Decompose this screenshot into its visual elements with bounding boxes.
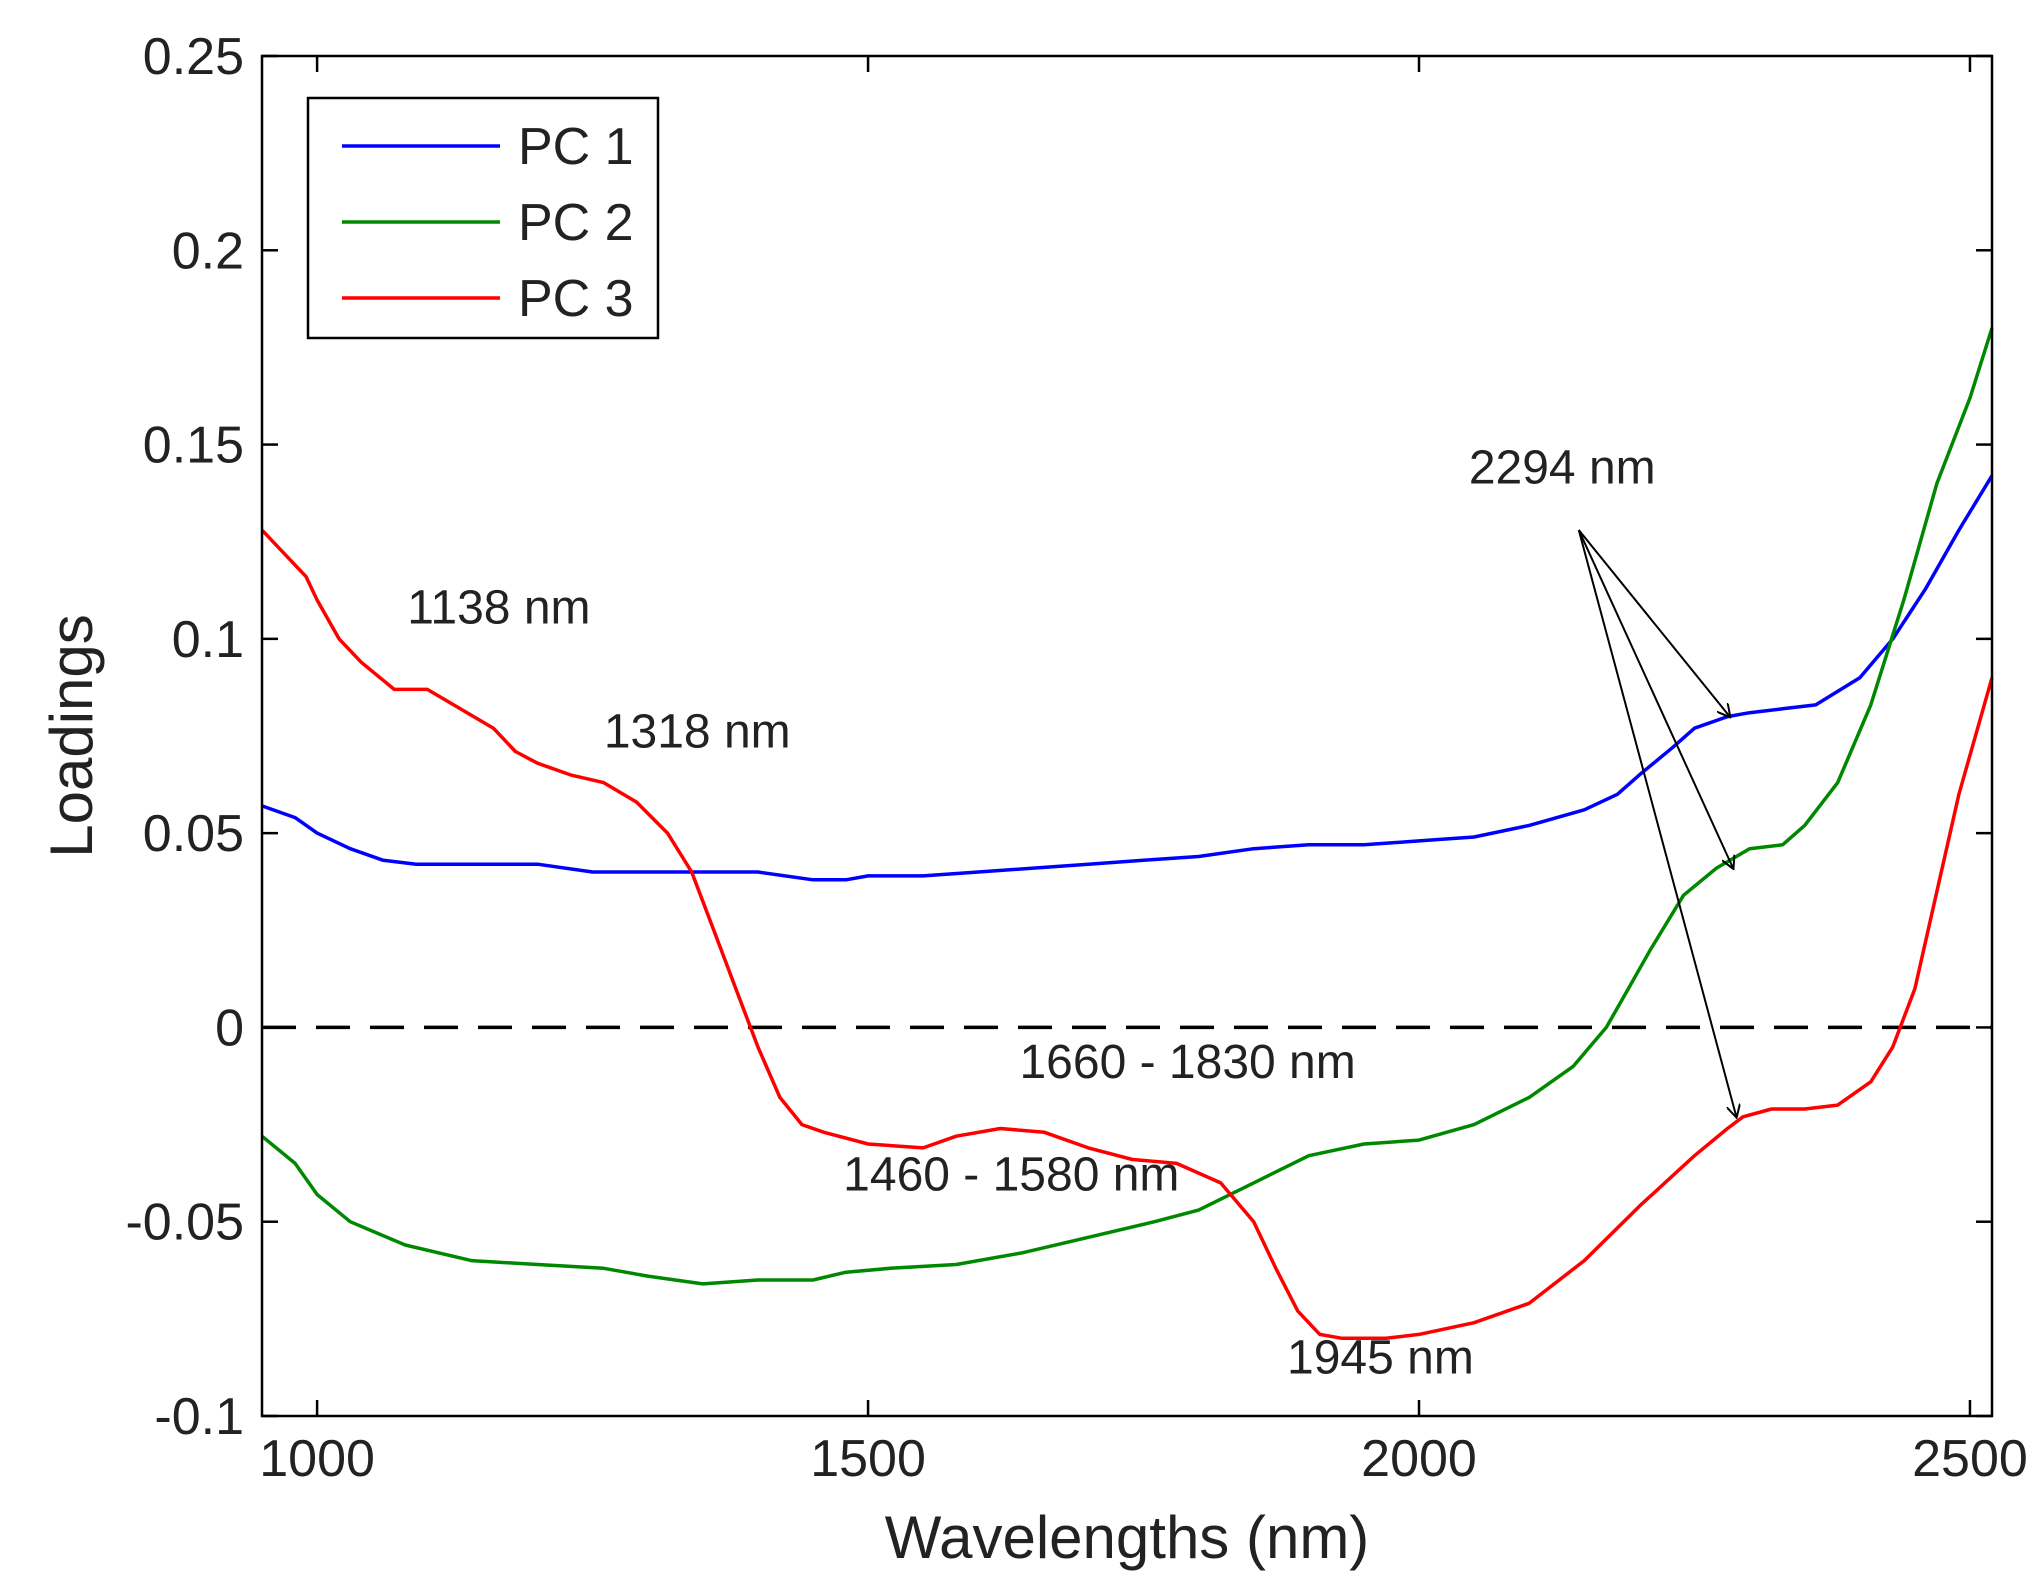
x-axis-title: Wavelengths (nm) [885,1504,1370,1571]
annotation-label: 1945 nm [1287,1331,1474,1384]
y-tick-label: 0.15 [143,417,244,475]
x-tick-label: 2500 [1912,1430,2028,1488]
y-tick-label: 0.05 [143,805,244,863]
annotation-group: 1138 nm 1318 nm 1460 - 1580 nm 1660 - 1830 … [407,441,1655,1384]
y-tick-label: 0.1 [172,611,244,669]
annotation-label: 1318 nm [604,706,791,759]
y-tick-label: 0.25 [143,28,244,86]
y-tick-label: 0.2 [172,222,244,280]
tick-group: 1000 1500 2000 2500 -0.1 -0.05 0 0.05 0.1 0.15 0.2… [125,28,2027,1488]
x-tick-label: 1500 [810,1430,926,1488]
annotation-arrow [1577,529,1737,1117]
y-axis-title: Loadings [38,614,105,858]
y-tick-label: -0.05 [125,1194,244,1252]
legend-label: PC 2 [518,194,634,252]
series-line-pc-2 [260,327,1994,1286]
annotation-label: 1460 - 1580 nm [843,1149,1179,1202]
annotation-label: 1138 nm [407,581,590,634]
legend: PC 1 PC 2 PC 3 [306,96,660,340]
annotation-arrow [1578,529,1730,717]
legend-label: PC 3 [518,270,634,328]
y-tick-label: -0.1 [154,1388,244,1446]
series-line-pc-3 [260,528,1994,1341]
plot-area-frame [260,54,1994,1418]
x-tick-label: 1000 [259,1430,375,1488]
annotation-label: 2294 nm [1469,441,1656,494]
annotation-label: 1660 - 1830 nm [1019,1036,1355,1089]
x-tick-label: 2000 [1361,1430,1477,1488]
arrow-group [1577,529,1737,1117]
annotation-arrow [1577,529,1733,868]
legend-label: PC 1 [518,118,634,176]
series-group [260,327,1994,1341]
series-line-pc-1 [261,474,1994,882]
y-tick-label: 0 [215,999,244,1057]
